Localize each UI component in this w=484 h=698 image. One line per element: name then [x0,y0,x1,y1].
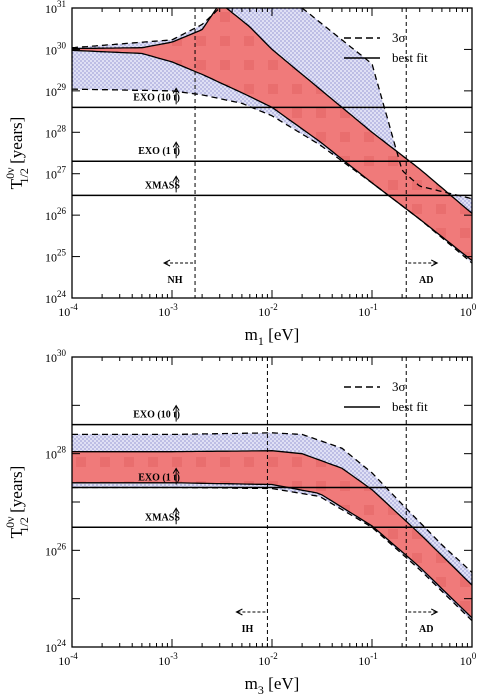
bottom-panel: EXO (10 t) EXO (1 t) XMASS IH AD 10-4 10-3 10-2… [3,348,477,697]
sigma3-lower-line [72,486,472,622]
x-tick-label: 10-3 [158,302,178,319]
y-tick-label: 1030 [45,348,67,365]
sigma3-upper-right-line [301,8,472,200]
legend-label: best fit [392,399,428,414]
region-label: AD [419,624,433,635]
top-panel: EXO (10 t) EXO (1 t) XMASS NH AD 10-4 10-3 10-2… [3,0,477,348]
y-tick-label: 1028 [45,123,67,140]
y-tick-label: 1026 [45,541,67,558]
y-tick-label: 1024 [45,638,67,655]
experiment-label: EXO (1 t) [138,146,180,157]
legend-label: 3σ [392,30,406,45]
y-tick-label: 1025 [45,248,67,265]
y-tick-label: 1024 [45,289,67,306]
best-fit-upper-line [72,8,218,50]
best-fit-upper-right-line [225,8,472,214]
y-tick-label: 1030 [45,40,67,57]
experiment-label: EXO (10 t) [133,410,180,421]
sigma3-band [72,8,472,263]
best-fit-upper-line [72,450,472,586]
best-fit-lower-line [72,482,472,619]
x-tick-label: 100 [460,302,477,319]
experiment-label: EXO (1 t) [138,472,180,483]
y-tick-label: 1028 [45,445,67,462]
y-tick-label: 1027 [45,165,67,182]
x-axis-title: m3 [eV] [245,674,300,697]
x-tick-label: 10-2 [258,651,278,668]
x-axis-title: m1 [eV] [245,325,300,348]
region-label: NH [168,275,183,286]
best-fit-band [72,8,472,261]
x-tick-label: 10-4 [58,651,78,668]
x-tick-label: 10-4 [58,302,78,319]
region-label: AD [419,275,433,286]
plot-area [72,8,472,264]
experiment-label: EXO (10 t) [133,92,180,103]
x-tick-label: 10-3 [158,651,178,668]
y-tick-label: 1029 [45,82,67,99]
experiment-label: XMASS [145,180,180,191]
x-tick-label: 10-1 [358,302,378,319]
best-fit-band [72,450,472,618]
x-tick-label: 10-2 [258,302,278,319]
sigma3-upper-line [72,432,472,573]
y-tick-label: 1031 [45,0,66,16]
sigma3-lower-line [72,88,472,264]
y-tick-label: 1026 [45,206,67,223]
region-label: IH [242,624,254,635]
legend-label: 3σ [392,379,406,394]
x-tick-label: 100 [460,651,477,668]
y-axis-title: T0ν1/2 [years] [3,466,31,539]
legend-label: best fit [392,50,428,65]
y-axis-title: T0ν1/2 [years] [3,117,31,190]
x-tick-label: 10-1 [358,651,378,668]
experiment-label: XMASS [145,512,180,523]
